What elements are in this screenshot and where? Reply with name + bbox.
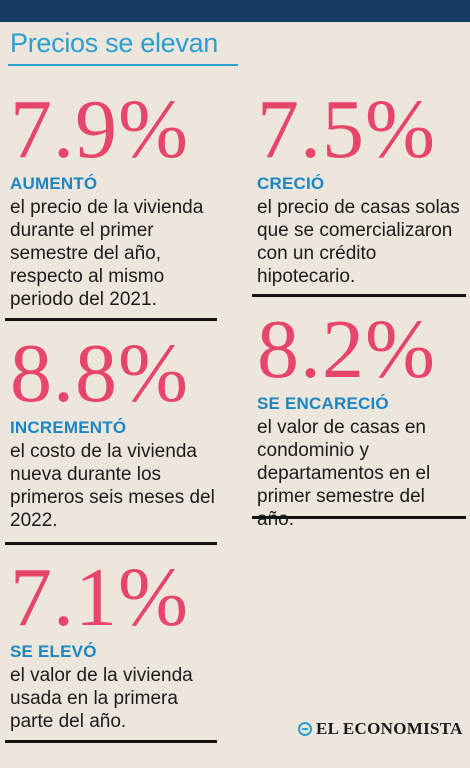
stat-label: AUMENTÓ	[10, 174, 98, 193]
brand-logo: EL ECONOMISTA	[298, 719, 463, 739]
stat-value: 8.8%	[10, 327, 189, 420]
stat-block-3: 8.8% INCREMENTÓ el costo de la vivienda …	[10, 332, 220, 532]
stat-value: 8.2%	[257, 303, 436, 396]
stat-description: el costo de la vivienda nueva durante lo…	[10, 441, 215, 531]
page-title: Precios se elevan	[10, 28, 219, 58]
brand-name: EL ECONOMISTA	[316, 719, 463, 738]
stat-value: 7.5%	[257, 83, 436, 176]
stat-description: el valor de casas en condominio y depart…	[257, 417, 431, 530]
stat-value: 7.9%	[10, 83, 189, 176]
divider	[5, 318, 217, 321]
stat-block-2: 7.5% CRECIÓ el precio de casas solas que…	[257, 88, 465, 288]
divider	[5, 740, 217, 743]
stat-description: el precio de casas solas que se comercia…	[257, 197, 460, 287]
stat-block-1: 7.9% AUMENTÓ el precio de la vivienda du…	[10, 88, 215, 311]
stat-block-4: 8.2% SE ENCARECIÓ el valor de casas en c…	[257, 308, 467, 531]
stat-description: el precio de la vivienda durante el prim…	[10, 197, 204, 310]
stat-label: SE ELEVÓ	[10, 642, 97, 661]
stat-label: INCREMENTÓ	[10, 418, 127, 437]
top-bar	[0, 0, 470, 22]
divider	[252, 294, 466, 297]
stat-block-5: 7.1% SE ELEVÓ el valor de la vivienda us…	[10, 556, 210, 733]
divider	[252, 516, 466, 519]
divider	[5, 542, 217, 545]
stat-value: 7.1%	[10, 551, 189, 644]
stat-description: el valor de la vivienda usada en la prim…	[10, 665, 193, 732]
title-underline	[8, 64, 238, 66]
stat-label: CRECIÓ	[257, 174, 325, 193]
stat-label: SE ENCARECIÓ	[257, 394, 389, 413]
economista-logo-icon	[298, 722, 312, 736]
